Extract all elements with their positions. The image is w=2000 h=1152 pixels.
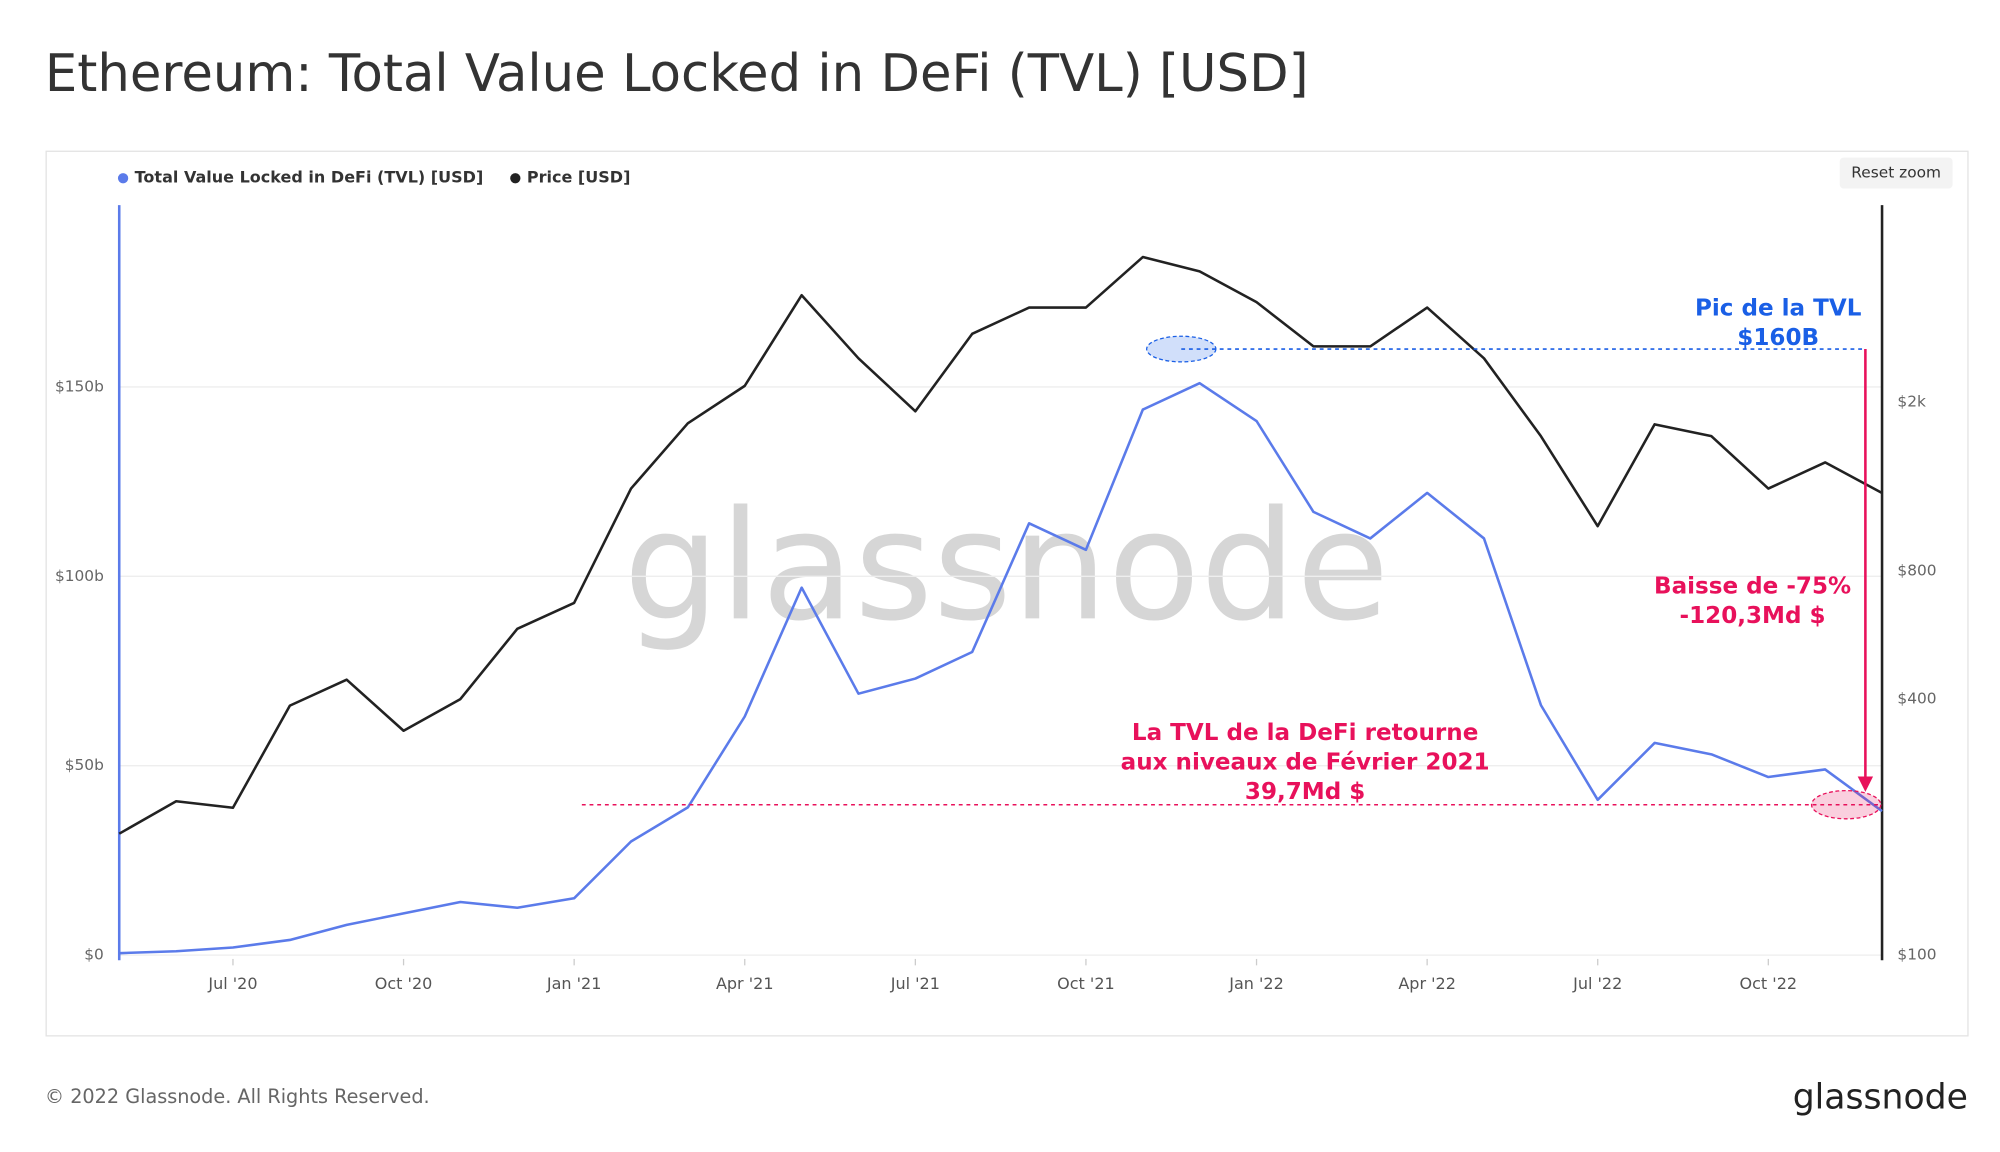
annotation: $160B <box>1737 325 1819 351</box>
drop-arrowhead <box>1857 776 1874 792</box>
y2-tick-label: $2k <box>1897 392 1926 410</box>
logo: glassnode <box>1793 1078 1968 1118</box>
copyright: © 2022 Glassnode. All Rights Reserved. <box>45 1085 430 1108</box>
annotation: Baisse de -75% <box>1654 574 1851 600</box>
watermark: glassnode <box>623 478 1389 654</box>
y-tick-label: $100b <box>55 567 104 585</box>
y2-tick-label: $800 <box>1897 562 1936 580</box>
y2-tick-label: $100 <box>1897 946 1936 964</box>
reset-zoom-button[interactable] <box>1839 157 1953 189</box>
annotation: Pic de la TVL <box>1695 295 1862 321</box>
highlight <box>1810 789 1882 820</box>
x-tick-label: Oct '22 <box>1740 974 1798 993</box>
series-line <box>118 255 1883 835</box>
legend-marker <box>117 173 129 184</box>
page-title: Ethereum: Total Value Locked in DeFi (TV… <box>45 44 1309 104</box>
y-tick-label: $0 <box>84 946 104 964</box>
series-line <box>119 381 1883 955</box>
x-tick-label: Oct '20 <box>375 974 433 993</box>
y-tick-label: $150b <box>55 377 104 395</box>
highlight <box>1146 335 1217 363</box>
x-tick-label: Oct '21 <box>1057 974 1115 993</box>
reset-zoom-label[interactable]: Reset zoom <box>1851 164 1941 182</box>
x-tick-label: Jan '22 <box>1228 974 1284 993</box>
x-tick-label: Jul '21 <box>890 974 940 993</box>
chart-frame <box>45 150 1969 1037</box>
legend-label: Price [USD] <box>527 168 631 187</box>
x-tick-label: Jan '21 <box>546 974 602 993</box>
legend-label: Total Value Locked in DeFi (TVL) [USD] <box>135 168 484 187</box>
annotation: La TVL de la DeFi retourne <box>1132 720 1478 746</box>
x-tick-label: Apr '22 <box>1398 974 1456 993</box>
annotation: aux niveaux de Février 2021 <box>1121 749 1490 775</box>
annotation: 39,7Md $ <box>1245 779 1365 805</box>
y-tick-label: $50b <box>65 756 104 774</box>
legend-marker <box>510 173 521 184</box>
x-tick-label: Jul '22 <box>1572 974 1622 993</box>
annotation: -120,3Md $ <box>1680 603 1826 629</box>
x-tick-label: Jul '20 <box>207 974 257 993</box>
y2-tick-label: $400 <box>1897 690 1936 708</box>
x-tick-label: Apr '21 <box>716 974 774 993</box>
